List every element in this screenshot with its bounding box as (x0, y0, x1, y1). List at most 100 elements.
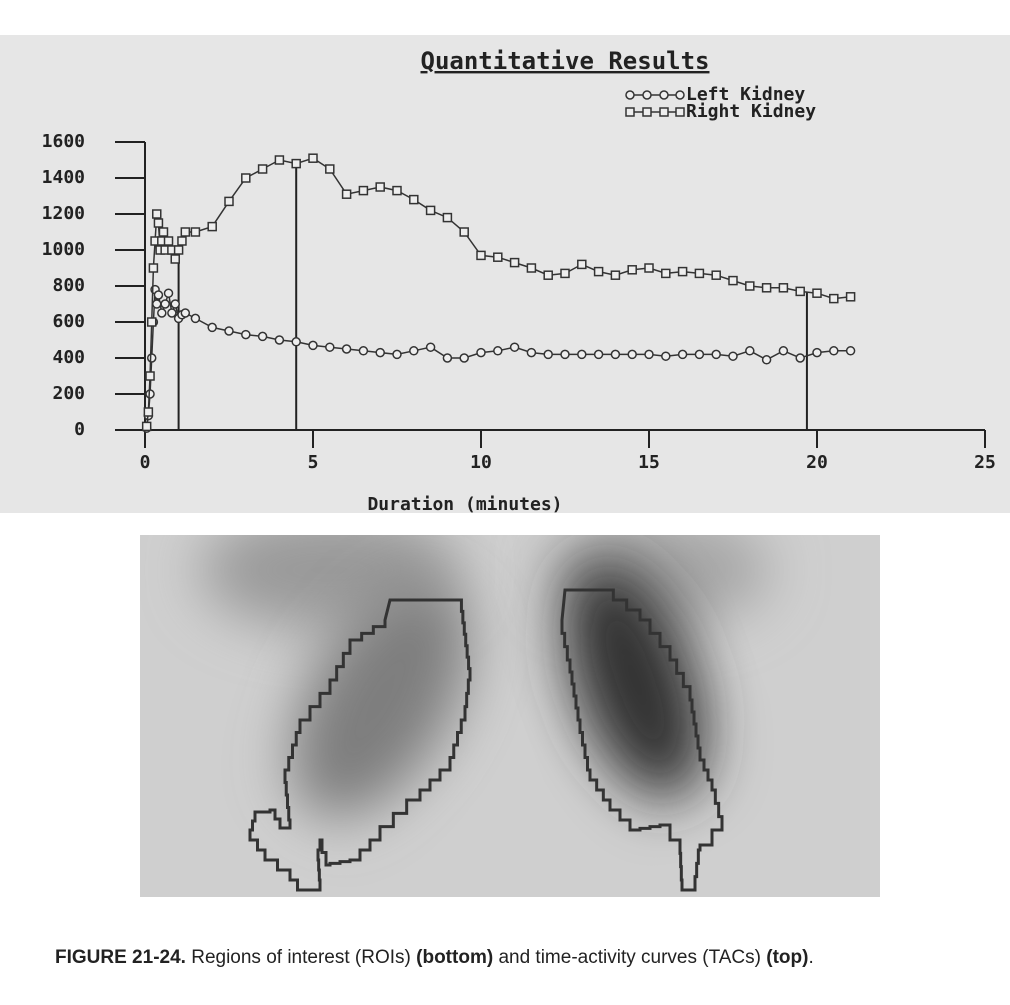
legend-label: Left Kidney (686, 84, 805, 105)
point (241, 329, 251, 340)
point (157, 308, 167, 318)
point (425, 342, 436, 352)
legend-marker (659, 107, 669, 117)
legend-marker (675, 107, 685, 117)
point (577, 259, 587, 270)
point (160, 299, 170, 309)
point (694, 268, 705, 279)
point (745, 281, 755, 291)
point (778, 283, 789, 293)
point (593, 266, 604, 277)
point (308, 340, 318, 351)
point (812, 288, 822, 298)
legend-marker (642, 90, 652, 100)
point (141, 421, 152, 432)
point (392, 185, 402, 196)
point (509, 342, 520, 352)
point (526, 347, 537, 358)
point (627, 349, 637, 360)
point (711, 270, 721, 280)
roi-outline (560, 588, 724, 892)
x-axis-title: Duration (minutes) (367, 494, 562, 515)
point (442, 353, 453, 363)
point (167, 308, 177, 318)
caption-text: Regions of interest (ROIs) (191, 947, 411, 968)
point (170, 254, 180, 264)
point (170, 299, 180, 309)
point (795, 286, 805, 297)
point (180, 308, 191, 318)
point (177, 236, 187, 246)
point (845, 292, 856, 302)
x-tick-label: 25 (974, 452, 996, 473)
y-tick-label: 1200 (42, 203, 85, 224)
legend-label: Right Kidney (686, 101, 816, 122)
point (224, 196, 234, 207)
point (476, 347, 486, 358)
point (257, 331, 268, 342)
point (207, 221, 217, 232)
point (173, 245, 184, 255)
point (158, 227, 169, 237)
point (358, 346, 369, 356)
point (745, 346, 755, 356)
point (694, 349, 705, 360)
point (610, 270, 621, 280)
point (493, 252, 503, 262)
y-tick-label: 800 (52, 275, 85, 296)
x-tick-label: 5 (308, 452, 319, 473)
caption: FIGURE 21-24. Regions of interest (ROIs)… (55, 947, 814, 969)
point (409, 194, 419, 205)
point (143, 407, 154, 417)
point (610, 349, 621, 360)
point (153, 290, 164, 300)
roi-image (140, 535, 880, 897)
point (325, 342, 335, 352)
point (829, 346, 839, 356)
caption-label: FIGURE 21-24. (55, 947, 186, 968)
point (163, 288, 174, 298)
point (829, 293, 839, 304)
point (778, 346, 789, 356)
point (190, 313, 201, 324)
point (761, 283, 772, 293)
legend-marker (675, 90, 685, 100)
legend-marker (659, 90, 669, 100)
caption-text: and time-activity curves (TACs) (498, 947, 761, 968)
point (560, 268, 570, 279)
point (375, 347, 385, 358)
point (728, 275, 738, 286)
point (728, 351, 738, 361)
point (358, 185, 369, 196)
point (145, 371, 155, 381)
point (543, 349, 553, 360)
point (291, 337, 301, 347)
chart: Quantitative Results Duration (minutes) … (0, 35, 1010, 515)
point (241, 173, 251, 183)
point (152, 209, 162, 219)
point (425, 205, 436, 216)
point (153, 218, 164, 228)
point (163, 236, 174, 246)
point (459, 353, 469, 363)
point (677, 266, 688, 277)
y-tick-label: 1400 (42, 167, 85, 188)
point (409, 346, 419, 356)
point (476, 250, 486, 261)
point (526, 263, 537, 273)
point (146, 317, 157, 327)
x-tick-label: 10 (470, 452, 492, 473)
y-tick-label: 600 (52, 311, 85, 332)
point (291, 158, 301, 169)
legend-marker (642, 107, 652, 117)
y-tick-label: 0 (74, 419, 85, 440)
point (375, 182, 385, 192)
point (274, 335, 285, 345)
point (661, 351, 671, 361)
point (644, 263, 654, 273)
point (152, 299, 162, 309)
point (845, 346, 856, 356)
point (146, 353, 157, 363)
point (761, 355, 772, 365)
